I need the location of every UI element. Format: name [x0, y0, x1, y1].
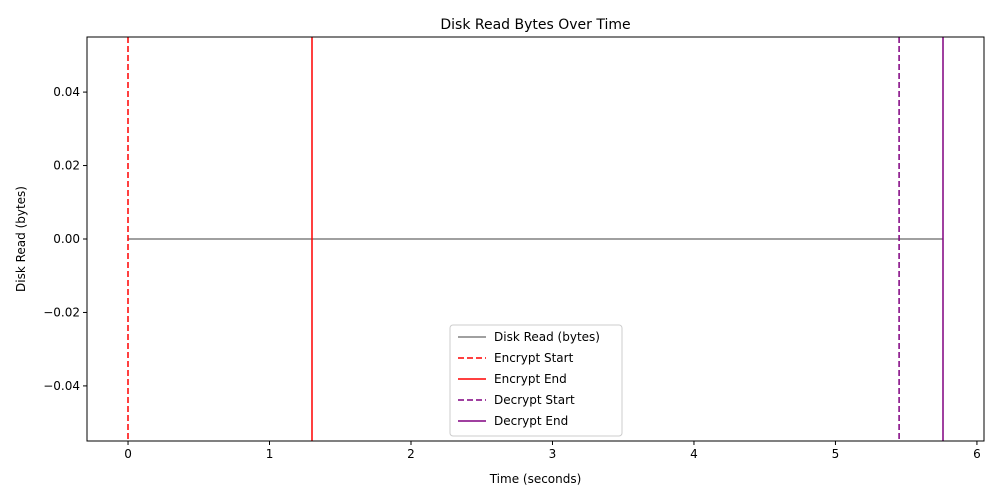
y-tick-label: 0.00	[53, 232, 80, 246]
y-tick-label: 0.04	[53, 85, 80, 99]
x-tick-label: 4	[690, 447, 698, 461]
x-tick-label: 6	[973, 447, 981, 461]
legend-label: Encrypt Start	[494, 351, 574, 365]
y-tick-label: 0.02	[53, 159, 80, 173]
x-axis: 0 1 2 3 4 5 6	[124, 441, 981, 461]
x-tick-label: 1	[266, 447, 274, 461]
y-tick-label: −0.04	[43, 379, 80, 393]
plot-area	[127, 37, 944, 441]
legend-label: Decrypt End	[494, 414, 568, 428]
x-tick-label: 2	[407, 447, 415, 461]
x-tick-label: 0	[124, 447, 132, 461]
legend-label: Encrypt End	[494, 372, 567, 386]
legend: Disk Read (bytes) Encrypt Start Encrypt En…	[449, 324, 623, 437]
x-tick-label: 5	[832, 447, 840, 461]
legend-label: Decrypt Start	[494, 393, 575, 407]
chart-title: Disk Read Bytes Over Time	[440, 17, 630, 33]
y-tick-label: −0.02	[43, 305, 80, 319]
legend-label: Disk Read (bytes)	[494, 330, 600, 344]
y-axis-label: Disk Read (bytes)	[14, 186, 28, 292]
x-tick-label: 3	[549, 447, 557, 461]
x-axis-label: Time (seconds)	[489, 472, 582, 486]
y-axis: −0.04 −0.02 0.00 0.02 0.04	[43, 85, 87, 393]
legend-box	[449, 324, 623, 437]
